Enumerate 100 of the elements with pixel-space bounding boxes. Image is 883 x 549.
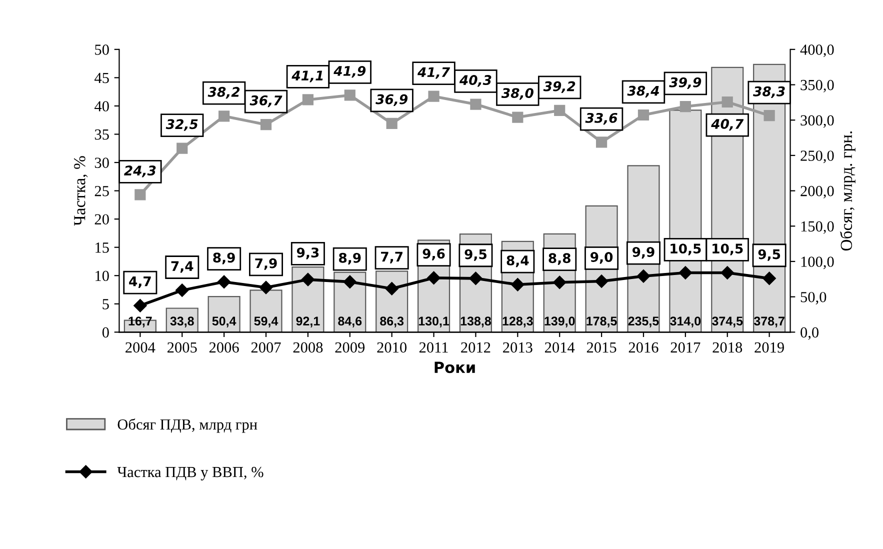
point [554,104,566,116]
y-tick-label: 25 [94,186,109,196]
x-tick-label: 2009 [335,342,365,353]
data-label: 9,0 [590,252,613,264]
data-label: 50,4 [212,316,236,328]
point [134,298,147,312]
point [428,90,440,102]
data-label: 8,8 [548,253,570,265]
y2-tick-label: 300,0 [800,115,834,128]
point [762,272,776,286]
legend-label: Обсяг ПДВ, млрд грн [118,418,258,433]
x-tick-label: 2013 [503,342,532,353]
point [594,274,608,288]
point [176,284,189,297]
y2-tick-label: 150,0 [801,221,834,234]
point [678,266,692,280]
y2-tick-label: 250,0 [800,150,834,164]
x-tick-label: 2016 [628,342,658,353]
y-tick-label: 0 [102,327,109,338]
point [176,142,188,154]
y-tick-label: 45 [94,72,109,84]
data-label: 38,3 [753,86,785,98]
data-label: 178,5 [586,316,617,328]
data-label: 40,7 [711,118,744,131]
x-tick-label: 2010 [377,342,407,353]
point [764,110,775,122]
point [638,109,650,121]
data-label: 38,2 [208,86,240,99]
x-tick-label: 2014 [544,342,575,353]
data-label: 8,9 [213,252,235,264]
data-label: 41,9 [334,66,366,78]
data-label: 130,1 [418,316,450,328]
y-tick-label: 10 [96,270,109,282]
data-label: 39,2 [543,81,576,93]
data-label: 8,4 [506,255,529,268]
y-tick-label: 30 [94,158,109,168]
data-label: 10,5 [712,244,743,256]
data-label: 8,9 [339,252,361,265]
point [218,110,230,122]
point [259,280,273,294]
x-tick-label: 2018 [712,342,742,353]
data-label: 378,7 [754,316,784,328]
data-label: 33,6 [585,112,618,125]
data-label: 92,1 [296,316,320,328]
point [301,272,315,286]
data-label: 38,4 [627,86,659,98]
data-label: 235,5 [628,316,659,328]
data-label: 138,8 [460,316,491,328]
point [680,100,691,112]
point [596,136,608,148]
data-label: 4,7 [129,276,151,288]
x-tick-label: 2006 [209,342,239,353]
data-label: 7,9 [255,258,277,270]
data-label: 59,4 [254,316,278,328]
x-tick-label: 2019 [754,342,784,353]
data-label: 36,7 [250,95,282,108]
point [385,282,398,296]
data-label: 41,7 [417,67,450,79]
point [260,119,272,130]
point [343,275,356,288]
bar [250,290,282,332]
x-tick-label: 2017 [670,342,700,353]
point [386,118,398,130]
data-label: 9,5 [758,249,780,261]
y-tick-label: 40 [94,101,109,112]
y-tick-label: 20 [94,214,109,224]
data-label: 7,4 [171,261,194,273]
data-label: 86,3 [380,316,404,328]
point [636,270,650,283]
y-tick-label: 50 [95,44,109,55]
point [470,98,482,110]
bar [208,296,240,332]
y2-tick-label: 400,0 [800,44,834,58]
data-label: 374,5 [712,316,743,328]
y2-tick-label: 50,0 [800,292,826,304]
y-axis-title: Частка, % [74,156,88,226]
point [720,266,734,280]
point [427,271,440,284]
point [511,278,524,292]
data-label: 9,3 [296,248,319,260]
data-label: 84,6 [338,316,362,328]
x-axis-title: Роки [434,362,475,374]
data-label: 32,5 [166,119,198,131]
y2-tick-label: 0,0 [800,327,819,340]
point [217,275,231,288]
x-tick-label: 2004 [126,342,156,353]
y2-axis-title: Обсяг, млрд. грн. [840,131,856,251]
data-label: 9,6 [422,248,445,260]
y2-tick-label: 350,0 [800,80,834,92]
data-label: 7,7 [381,252,402,264]
point [344,90,356,101]
data-label: 39,9 [669,77,702,89]
data-label: 128,3 [502,316,533,328]
data-label: 40,3 [459,75,492,87]
y-tick-label: 15 [96,242,109,253]
point [302,94,314,106]
data-label: 139,0 [544,316,575,328]
x-tick-label: 2011 [419,342,448,353]
data-label: 41,1 [292,70,323,82]
data-label: 24,3 [124,166,156,178]
